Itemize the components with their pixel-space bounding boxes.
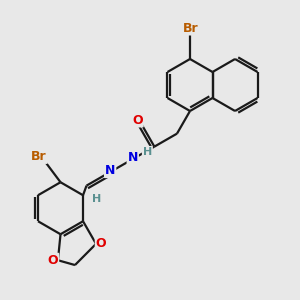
Text: Br: Br <box>183 22 199 34</box>
Text: N: N <box>105 164 115 177</box>
Text: H: H <box>92 194 101 204</box>
Text: Br: Br <box>31 150 47 163</box>
Text: O: O <box>132 113 143 127</box>
Text: O: O <box>48 254 58 267</box>
Text: N: N <box>128 151 138 164</box>
Text: O: O <box>96 237 106 250</box>
Text: H: H <box>143 147 152 157</box>
